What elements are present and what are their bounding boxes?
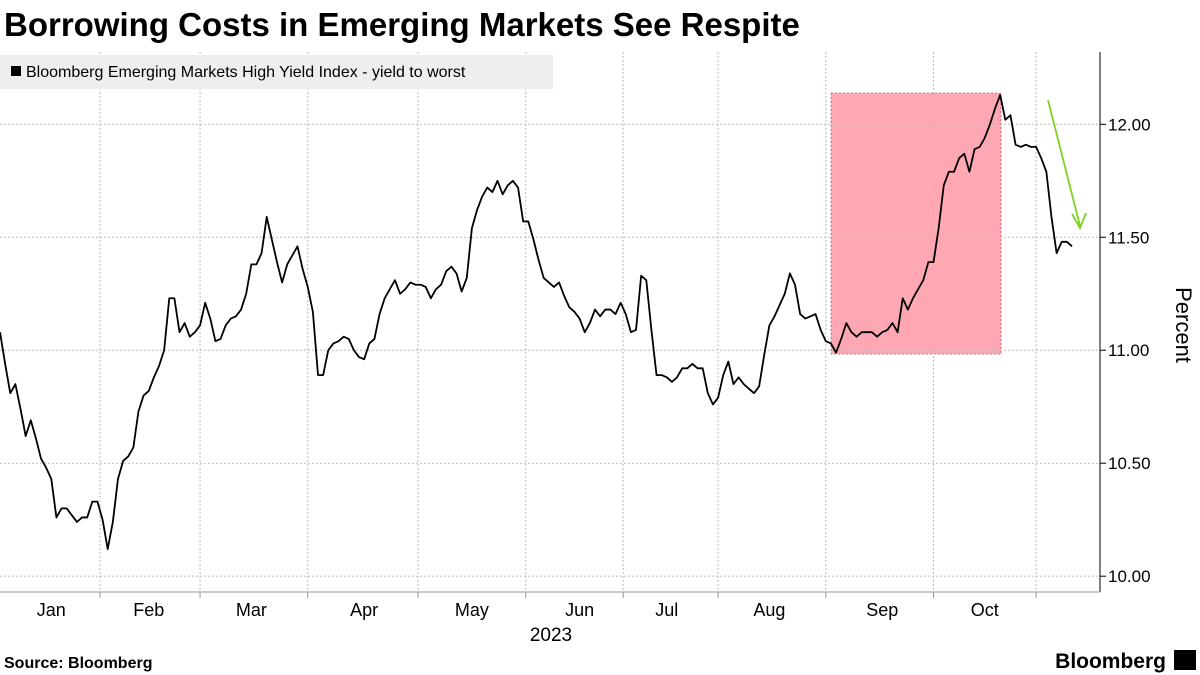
- legend-swatch: [11, 66, 21, 76]
- brand-icon: [1174, 650, 1196, 670]
- y-axis-label: Percent: [1171, 287, 1196, 363]
- brand: Bloomberg: [1055, 650, 1166, 673]
- legend-label: Bloomberg Emerging Markets High Yield In…: [26, 64, 466, 81]
- x-tick-label: Jun: [565, 600, 594, 620]
- x-axis-label: 2023: [530, 625, 572, 646]
- arrow: [1047, 99, 1081, 227]
- highlight-box: [830, 92, 1002, 355]
- x-tick-label: Jul: [655, 600, 678, 620]
- x-tick-label: Mar: [236, 600, 267, 620]
- x-tick-label: May: [455, 600, 489, 620]
- arrow-head: [1071, 212, 1087, 231]
- legend-box: [0, 55, 553, 89]
- chart-title: Borrowing Costs in Emerging Markets See …: [4, 6, 800, 43]
- x-tick-label: Aug: [753, 600, 785, 620]
- plot-area: [0, 52, 1100, 592]
- y-tick-label: 10.50: [1108, 454, 1151, 473]
- x-tick-label: Feb: [133, 600, 164, 620]
- y-tick-label: 11.00: [1108, 341, 1149, 360]
- source: Source: Bloomberg: [4, 655, 152, 672]
- y-tick-label: 10.00: [1108, 567, 1151, 586]
- x-tick-label: Sep: [866, 600, 898, 620]
- x-tick-label: Jan: [37, 600, 66, 620]
- y-tick-label: 11.50: [1108, 228, 1149, 247]
- x-tick-label: Oct: [971, 600, 999, 620]
- line: [0, 94, 1073, 550]
- y-tick-label: 12.00: [1108, 115, 1151, 134]
- x-tick-label: Apr: [350, 600, 378, 620]
